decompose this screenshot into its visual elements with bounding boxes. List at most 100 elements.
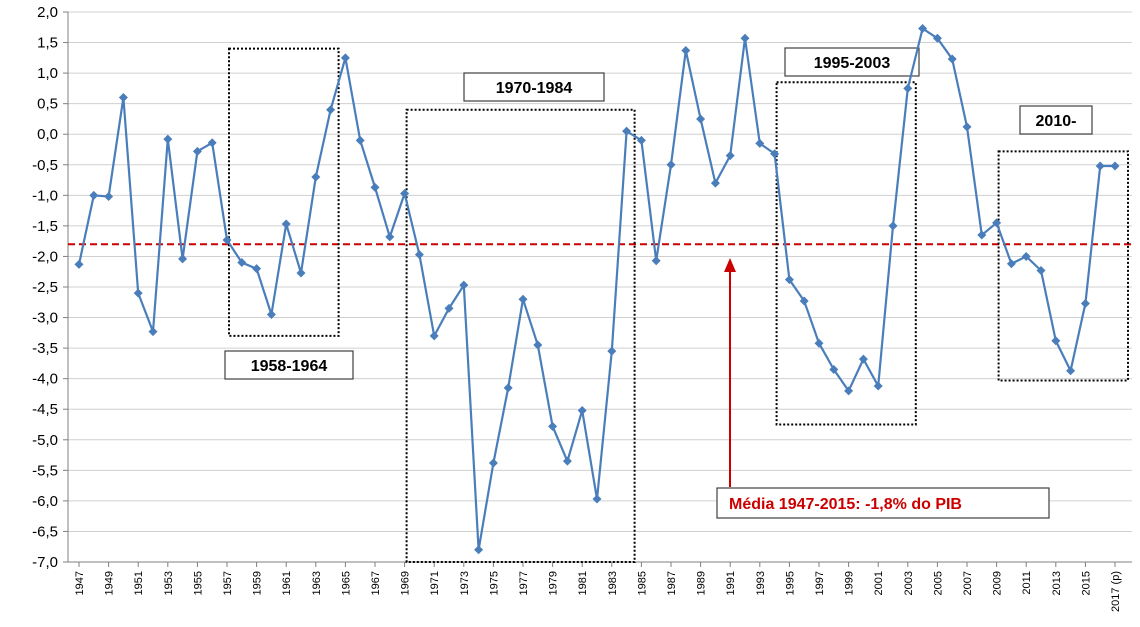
period-label-box — [784, 47, 920, 77]
data-point-1990 — [710, 178, 720, 188]
period-label: 1958-1964 — [251, 358, 328, 375]
x-tick-label: 1951 — [133, 571, 145, 595]
data-point-1972 — [444, 303, 454, 313]
data-point-1968 — [385, 232, 395, 242]
data-point-1947 — [74, 259, 84, 269]
data-point-1984 — [622, 126, 632, 136]
x-tick-label: 1999 — [844, 571, 856, 595]
data-point-1994 — [770, 149, 780, 159]
y-tick-label: -6,5 — [32, 523, 58, 540]
data-point-2011 — [1021, 251, 1031, 261]
y-tick-label: -2,0 — [32, 248, 58, 265]
x-tick-label: 1959 — [252, 571, 264, 595]
y-tick-label: -3,0 — [32, 310, 58, 327]
data-point-2009 — [992, 218, 1002, 228]
data-point-1997 — [814, 338, 824, 348]
y-tick-label: -0,5 — [32, 157, 58, 174]
data-point-2001 — [873, 381, 883, 391]
average-annotation: Média 1947-2015: -1,8% do PIB — [716, 258, 1050, 519]
data-point-2003 — [903, 83, 913, 93]
y-tick-label: -5,5 — [32, 462, 58, 479]
data-point-1978 — [533, 340, 543, 350]
data-point-1979 — [548, 421, 558, 431]
y-tick-label: -5,0 — [32, 432, 58, 449]
data-point-1951 — [133, 288, 143, 298]
data-point-2006 — [947, 54, 957, 64]
average-arrow-head — [724, 258, 736, 272]
x-tick-label: 2005 — [932, 571, 944, 595]
data-point-1953 — [163, 134, 173, 144]
y-tick-label: 0,0 — [37, 126, 58, 143]
data-point-1949 — [104, 192, 114, 202]
data-point-1992 — [740, 33, 750, 43]
x-tick-label: 1967 — [370, 571, 382, 595]
data-point-2008 — [977, 230, 987, 240]
period-label-box — [224, 350, 354, 380]
series-line — [74, 24, 1120, 555]
data-point-2010 — [1006, 259, 1016, 269]
y-tick-label: -4,0 — [32, 371, 58, 388]
x-tick-label: 1973 — [459, 571, 471, 595]
x-tick-label: 1953 — [163, 571, 175, 595]
data-point-2000 — [858, 354, 868, 364]
x-tick-label: 1977 — [518, 571, 530, 595]
x-tick-label: 1975 — [488, 571, 500, 595]
x-tick-label: 2017 (p) — [1110, 571, 1122, 612]
data-point-1952 — [148, 327, 158, 337]
y-tick-label: -1,5 — [32, 218, 58, 235]
y-tick-label: -6,0 — [32, 493, 58, 510]
data-point-1983 — [607, 346, 617, 356]
x-tick-label: 1993 — [755, 571, 767, 595]
data-point-1969 — [400, 189, 410, 198]
data-point-1956 — [207, 138, 217, 148]
y-axis-ticks: 2,0 1,5 1,0 0,5 0,0 -0,5 -1,0 -1,5 -2,0 -2,5 -3,0 -… — [32, 4, 1132, 571]
data-point-1973 — [459, 280, 469, 290]
data-point-1975 — [488, 458, 498, 468]
y-tick-label: -3,5 — [32, 340, 58, 357]
data-point-1976 — [503, 383, 513, 393]
data-point-2015 — [1080, 299, 1090, 308]
data-point-1964 — [326, 105, 336, 115]
x-tick-label: 1989 — [696, 571, 708, 595]
x-tick-label: 1987 — [666, 571, 678, 595]
data-point-1965 — [340, 53, 350, 63]
x-tick-label: 1963 — [311, 571, 323, 595]
period-label: 2010- — [1036, 113, 1077, 130]
data-point-1957 — [222, 235, 232, 245]
data-point-2004 — [918, 24, 928, 33]
average-label: Média 1947-2015: -1,8% do PIB — [729, 496, 962, 513]
x-tick-label: 2009 — [992, 571, 1004, 595]
data-point-1998 — [829, 365, 839, 374]
data-point-1960 — [266, 310, 276, 319]
x-tick-label: 1983 — [607, 571, 619, 595]
period-box-1958-1964 — [228, 47, 340, 337]
x-tick-label: 1981 — [577, 571, 589, 595]
data-point-1963 — [311, 172, 321, 182]
data-point-1980 — [562, 456, 572, 466]
data-point-1966 — [355, 135, 365, 145]
x-tick-label: 1957 — [222, 571, 234, 595]
data-point-2017 (p) — [1110, 161, 1120, 171]
data-point-2013 — [1051, 336, 1061, 346]
data-point-1955 — [192, 146, 202, 156]
data-point-2014 — [1066, 366, 1076, 376]
data-point-1977 — [518, 294, 528, 304]
x-tick-label: 1955 — [192, 571, 204, 595]
x-tick-label: 1985 — [636, 571, 648, 595]
period-box-2010- — [997, 150, 1129, 382]
x-tick-label: 2003 — [903, 571, 915, 595]
data-point-1999 — [844, 386, 854, 396]
data-point-1948 — [89, 190, 99, 200]
data-point-1962 — [296, 268, 306, 278]
x-tick-label: 1949 — [104, 571, 116, 595]
period-label-box — [463, 72, 605, 102]
data-point-1988 — [681, 46, 691, 55]
period-label-box — [1019, 105, 1093, 135]
period-label: 1995-2003 — [814, 55, 891, 72]
x-tick-label: 2015 — [1080, 571, 1092, 595]
data-point-1950 — [118, 93, 128, 103]
x-tick-label: 1995 — [784, 571, 796, 595]
data-point-1989 — [696, 114, 706, 124]
y-tick-label: -1,0 — [32, 187, 58, 204]
